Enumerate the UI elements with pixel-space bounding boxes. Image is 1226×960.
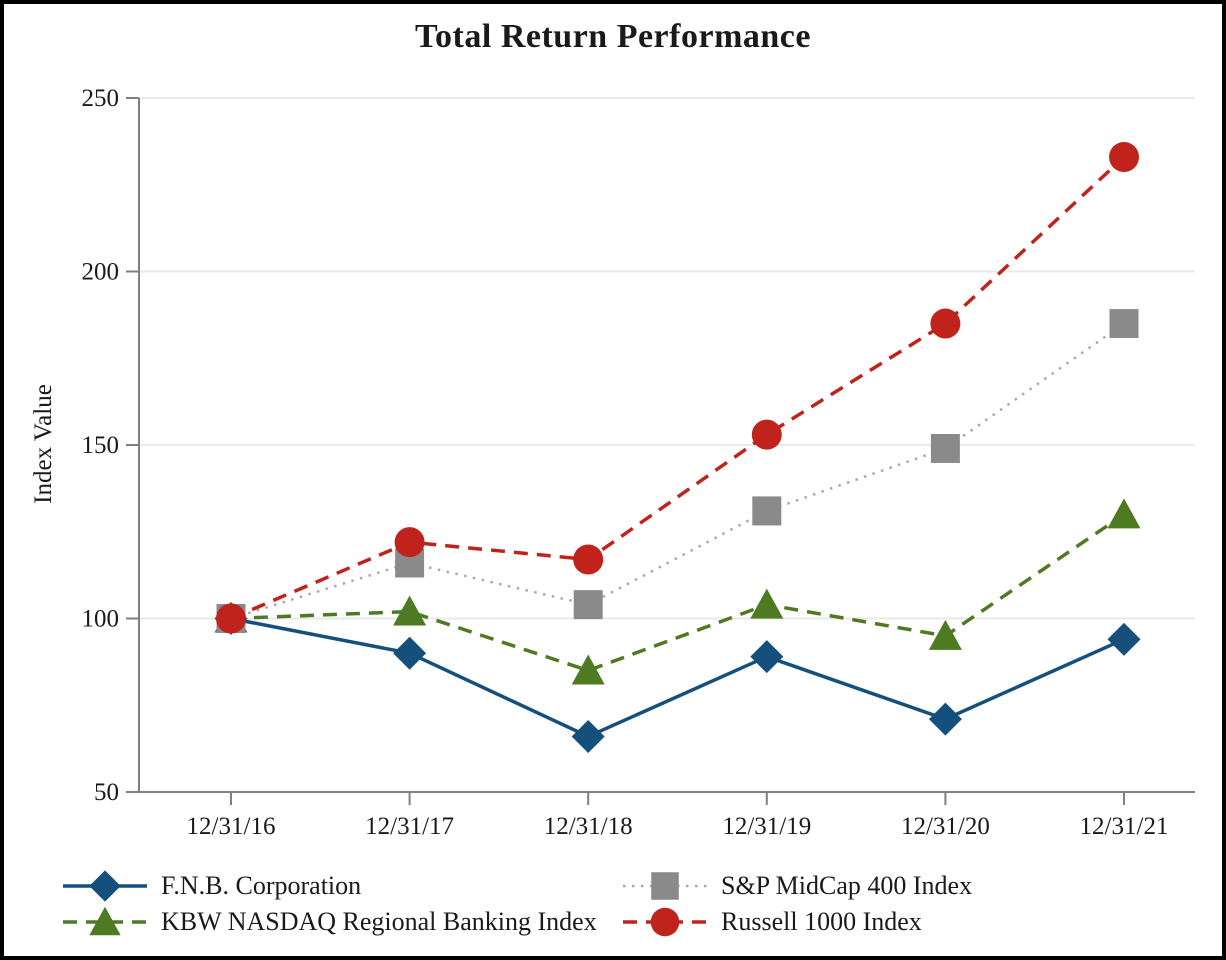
diamond-marker-icon xyxy=(89,870,121,902)
circle-marker-icon xyxy=(394,527,425,558)
triangle-marker-icon xyxy=(928,619,962,650)
y-tick-label: 150 xyxy=(82,432,120,459)
y-tick-label: 200 xyxy=(82,259,120,286)
x-tick-label: 12/31/18 xyxy=(544,813,633,840)
x-tick-label: 12/31/21 xyxy=(1080,813,1169,840)
fnb-line-diamond-swatch-icon xyxy=(63,870,147,902)
diamond-marker-icon xyxy=(928,702,962,736)
circle-marker-icon xyxy=(751,419,782,450)
legend-label-fnb: F.N.B. Corporation xyxy=(161,871,362,900)
circle-marker-icon xyxy=(930,308,961,339)
triangle-marker-icon xyxy=(393,595,427,626)
series-line xyxy=(230,322,1125,620)
triangle-marker-icon xyxy=(750,588,784,619)
y-tick-label: 250 xyxy=(82,85,120,112)
circle-marker-icon xyxy=(573,544,604,575)
square-marker-icon xyxy=(752,496,782,526)
diamond-marker-icon xyxy=(571,719,605,753)
kbw-line-triangle-swatch-icon xyxy=(63,906,147,936)
circle-marker-icon xyxy=(1109,141,1139,172)
legend-item-fnb: F.N.B. Corporation xyxy=(62,869,622,903)
series-line xyxy=(230,512,1125,673)
legend-item-kbw: KBW NASDAQ Regional Banking Index xyxy=(62,905,622,939)
legend-item-sp-midcap: S&P MidCap 400 Index xyxy=(622,869,972,903)
circle-marker-icon xyxy=(216,603,246,634)
x-tick-label: 12/31/16 xyxy=(187,813,276,840)
plot-area: 50 100 150 200 250 12/31/16 12/31/17 12/31/18 12… xyxy=(82,85,1195,840)
legend-label-kbw: KBW NASDAQ Regional Banking Index xyxy=(161,907,597,936)
x-tick-label: 12/31/17 xyxy=(365,813,454,840)
diamond-marker-icon xyxy=(750,640,784,674)
diamond-marker-icon xyxy=(393,636,427,670)
series-line xyxy=(230,155,1126,621)
square-marker-icon xyxy=(651,872,679,900)
y-tick-label: 100 xyxy=(82,606,120,633)
square-marker-icon xyxy=(930,433,960,463)
legend-item-russell: Russell 1000 Index xyxy=(622,905,972,939)
sp-midcap-line-square-swatch-icon xyxy=(623,872,707,900)
triangle-marker-icon xyxy=(89,906,121,936)
square-marker-icon xyxy=(573,590,603,620)
x-tick-label: 12/31/20 xyxy=(901,813,990,840)
circle-marker-icon xyxy=(650,907,680,937)
chart-title: Total Return Performance xyxy=(415,18,811,55)
legend-label-russell: Russell 1000 Index xyxy=(721,907,922,936)
diamond-marker-icon xyxy=(1107,622,1141,656)
russell-line-circle-swatch-icon xyxy=(623,907,707,937)
legend-label-sp-midcap: S&P MidCap 400 Index xyxy=(721,871,973,900)
triangle-marker-icon xyxy=(571,654,605,685)
x-tick-label: 12/31/19 xyxy=(722,813,811,840)
triangle-marker-icon xyxy=(1107,498,1141,529)
square-marker-icon xyxy=(1109,309,1139,339)
chart-legend: F.N.B. Corporation S&P MidCap 400 Index … xyxy=(62,868,972,940)
y-tick-label: 50 xyxy=(94,779,119,806)
series-line xyxy=(230,616,1125,739)
